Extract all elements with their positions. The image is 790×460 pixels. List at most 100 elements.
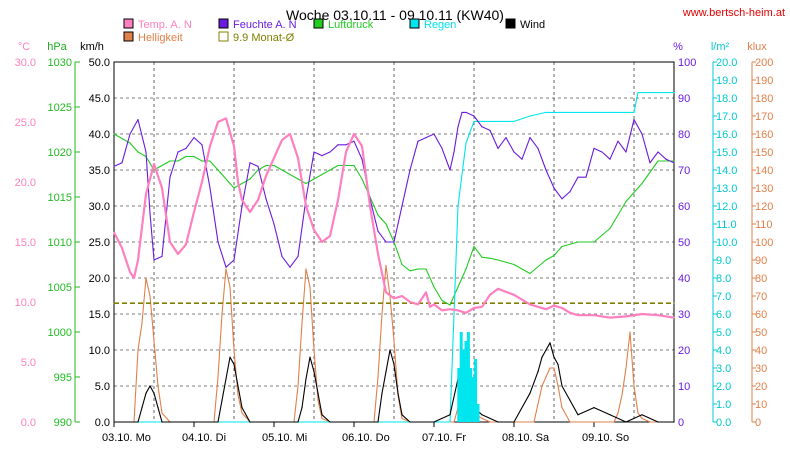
data-point [393, 297, 395, 299]
data-point [609, 111, 611, 113]
data-point [129, 142, 131, 144]
data-point [497, 288, 499, 290]
data-point [297, 421, 299, 423]
data-point [297, 157, 299, 159]
data-point [129, 271, 131, 273]
x-tick-label: 06.10. Do [342, 432, 390, 444]
site-link[interactable]: www.bertsch-heim.at [682, 7, 785, 19]
data-point [553, 305, 555, 307]
unit-wind: km/h [80, 41, 104, 53]
data-point [385, 264, 387, 266]
data-point [417, 268, 419, 270]
data-point [569, 191, 571, 193]
klux-axis-tick: 130 [755, 183, 773, 195]
data-point [569, 399, 571, 401]
data-point [289, 133, 291, 135]
unit-humidity: % [673, 41, 683, 53]
data-point [273, 421, 275, 423]
data-point [497, 120, 499, 122]
data-point [225, 266, 227, 268]
data-point [425, 137, 427, 139]
data-point [529, 137, 531, 139]
wind-axis-tick: 10.0 [89, 345, 110, 357]
data-point [177, 151, 179, 153]
data-point [273, 223, 275, 225]
klux-axis-tick: 70 [755, 291, 767, 303]
data-point [593, 111, 595, 113]
data-point [673, 92, 675, 94]
data-point [617, 140, 619, 142]
rain-axis-tick: 10.0 [716, 237, 737, 249]
data-point [593, 147, 595, 149]
data-point [533, 421, 535, 423]
data-point [425, 291, 427, 293]
axis-unit-labels: °C hPa km/h% l/m² klux [18, 41, 767, 53]
data-point [153, 340, 155, 342]
data-point [401, 263, 403, 266]
klux-axis-tick: 110 [755, 219, 773, 231]
data-point [129, 133, 131, 135]
data-point [545, 259, 547, 261]
data-point [557, 363, 559, 365]
data-point [177, 160, 179, 162]
data-point [221, 399, 223, 401]
data-point [513, 421, 515, 423]
rain-axis-tick: 8.0 [716, 273, 731, 285]
data-point [305, 268, 307, 270]
data-point [233, 363, 235, 365]
data-point [321, 414, 323, 416]
data-point [401, 417, 403, 419]
data-point [433, 421, 435, 423]
wind-axis-tick: 0.0 [95, 417, 110, 429]
data-point [177, 253, 179, 255]
series-line-regen [114, 92, 674, 423]
series-layer [113, 92, 675, 423]
data-point [489, 421, 491, 423]
humidity-axis-tick: 10 [678, 381, 690, 393]
data-point [629, 331, 631, 333]
wind-axis-tick: 40.0 [89, 129, 110, 141]
data-point [361, 178, 363, 180]
data-point [113, 231, 115, 233]
rain-axis-tick: 5.0 [716, 327, 731, 339]
data-point [121, 247, 123, 249]
data-point [541, 385, 543, 387]
legend-swatch-monat [218, 31, 229, 42]
data-point [353, 164, 355, 167]
data-point [345, 151, 347, 153]
data-point [161, 412, 163, 414]
data-point [145, 151, 147, 153]
data-point [461, 111, 463, 113]
data-point [153, 392, 155, 394]
data-point [297, 385, 299, 387]
data-point [161, 164, 163, 167]
data-point [249, 162, 251, 164]
data-point [657, 421, 659, 423]
data-point [513, 263, 515, 266]
data-point [137, 421, 139, 423]
pressure-axis-tick: 990 [54, 417, 72, 429]
data-point [193, 155, 195, 158]
klux-axis-tick: 40 [755, 345, 767, 357]
data-point [473, 307, 475, 309]
data-point [401, 205, 403, 207]
data-point [345, 164, 347, 167]
rain-bar [464, 341, 468, 422]
data-point [361, 158, 363, 160]
data-point [321, 417, 323, 419]
data-point [377, 253, 379, 255]
data-point [637, 92, 639, 94]
data-point [317, 392, 319, 394]
data-point [385, 241, 387, 243]
klux-axis-tick: 160 [755, 129, 773, 141]
data-point [553, 254, 555, 257]
legend-swatch-regen [409, 18, 420, 29]
data-point [201, 144, 203, 146]
data-point [153, 169, 155, 171]
data-point [601, 151, 603, 153]
data-point [545, 349, 547, 351]
data-point [161, 421, 163, 423]
legend-swatch-luftdruck [313, 18, 324, 29]
data-point [481, 126, 483, 128]
wind-axis-tick: 5.0 [95, 381, 110, 393]
